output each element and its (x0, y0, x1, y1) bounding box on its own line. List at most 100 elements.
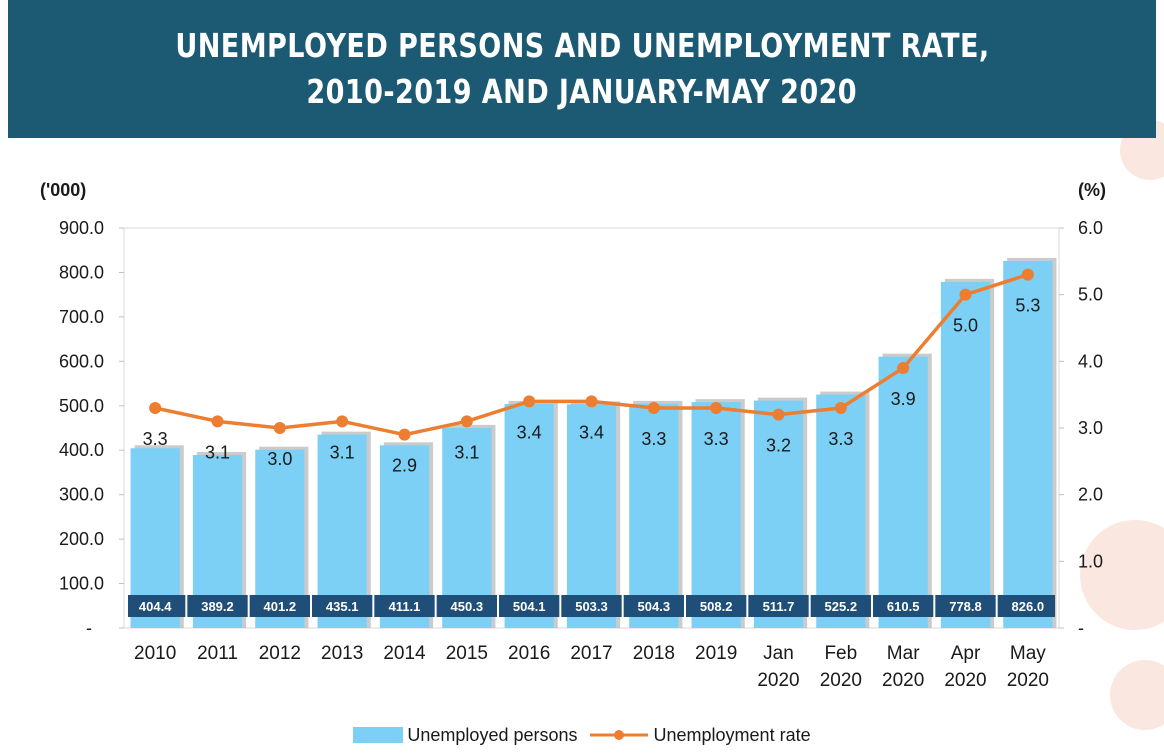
rate-data-label: 3.3 (828, 429, 853, 449)
combo-chart: - 100.0 200.0 300.0 400.0 500.0 600.0 700.0 800.… (40, 180, 1106, 691)
chart-title-line-2: 2010-2019 AND JANUARY-MAY 2020 (306, 72, 858, 111)
rate-data-label: 3.4 (517, 422, 542, 442)
bar (940, 281, 991, 628)
rate-point (710, 402, 723, 414)
y-right-tick-label: 4.0 (1078, 351, 1103, 371)
y-left-unit: ('000) (40, 180, 86, 200)
rate-point (460, 415, 473, 428)
rate-point (336, 415, 349, 428)
x-tick-label: 2011 (197, 643, 238, 664)
chart-legend: Unemployed persons Unemployment rate (0, 722, 1164, 748)
bar-data-label: 778.8 (949, 599, 982, 614)
bar-data-label: 610.5 (887, 599, 920, 614)
rate-point (585, 395, 598, 408)
x-tick-label: Feb (824, 643, 857, 664)
rate-point (211, 415, 224, 428)
bar-data-label: 450.3 (451, 599, 484, 614)
x-tick-label: May (1010, 643, 1046, 664)
x-tick-label: 2010 (134, 643, 176, 664)
rate-data-label: 3.1 (205, 442, 230, 462)
y-left-tick-label: 800.0 (59, 262, 104, 282)
y-right-tick-label: 2.0 (1078, 485, 1103, 505)
rate-data-label: 3.0 (267, 449, 292, 469)
bar-data-label: 404.4 (139, 599, 172, 614)
x-tick-label: 2016 (508, 643, 550, 664)
chart-title-line-1: UNEMPLOYED PERSONS AND UNEMPLOYMENT RATE… (174, 26, 990, 65)
rate-data-label: 3.2 (766, 436, 791, 456)
bar-data-label: 504.3 (638, 599, 671, 614)
y-right-tick-label: 1.0 (1078, 551, 1103, 571)
y-right-tick-label: 6.0 (1078, 218, 1103, 238)
y-left-tick-label: 600.0 (59, 351, 104, 371)
bar (691, 402, 741, 628)
bar-data-label: 826.0 (1012, 599, 1045, 614)
bar (566, 404, 617, 628)
value-strip (128, 595, 1055, 617)
bar (878, 356, 928, 628)
rate-point (398, 428, 411, 441)
y-right-tick-label: - (1078, 618, 1084, 638)
legend-item-bars: Unemployed persons (353, 724, 578, 746)
bar-data-label: 435.1 (326, 599, 359, 614)
legend-bar-label: Unemployed persons (407, 724, 578, 745)
rate-data-label: 3.3 (641, 429, 666, 449)
y-left-tick-label: 300.0 (59, 485, 104, 505)
rate-point (959, 288, 972, 301)
rate-data-label: 2.9 (392, 456, 417, 476)
rate-point (772, 408, 785, 421)
bar-data-label: 411.1 (389, 599, 421, 614)
bar-data-label: 508.2 (700, 599, 733, 614)
x-tick-label: 2020 (757, 670, 799, 691)
x-tick-label: 2012 (259, 643, 301, 664)
bar (629, 403, 679, 628)
title-banner: UNEMPLOYED PERSONS AND UNEMPLOYMENT RATE… (8, 0, 1156, 138)
bar-data-label: 503.3 (575, 599, 608, 614)
bar (753, 400, 804, 628)
x-tick-label: 2019 (695, 643, 737, 664)
rate-data-label: 3.9 (891, 389, 916, 409)
x-tick-label: 2020 (820, 670, 862, 691)
bar-data-label: 525.2 (825, 599, 858, 614)
bar (504, 403, 554, 628)
x-tick-label: 2014 (383, 643, 426, 664)
rate-data-label: 3.1 (330, 442, 355, 462)
x-tick-label: 2020 (944, 670, 986, 691)
y-right-tick-label: 3.0 (1078, 418, 1103, 438)
legend-line-swatch (589, 730, 648, 740)
y-left-tick-label: 100.0 (59, 574, 104, 594)
y-left-tick-label: 900.0 (59, 218, 104, 238)
rate-data-label: 5.0 (953, 316, 978, 336)
rate-point (149, 402, 162, 414)
rate-data-label: 3.4 (579, 422, 604, 442)
x-tick-label: 2020 (882, 670, 924, 691)
x-tick-label: 2015 (446, 643, 488, 664)
x-tick-label: 2013 (321, 643, 363, 664)
y-left-tick-label: - (86, 618, 92, 638)
x-tick-label: 2018 (633, 643, 675, 664)
rate-point (1021, 268, 1034, 281)
x-tick-label: Jan (763, 643, 794, 664)
y-right-unit: (%) (1078, 180, 1106, 200)
bar-data-label: 389.2 (201, 599, 234, 614)
rate-data-label: 5.3 (1015, 296, 1040, 316)
bar (1003, 260, 1053, 628)
rate-data-label: 3.3 (704, 429, 729, 449)
rate-data-label: 3.3 (143, 429, 168, 449)
x-tick-label: 2017 (570, 643, 612, 664)
bar-data-label: 401.2 (264, 599, 297, 614)
bar-data-label: 511.7 (763, 599, 795, 614)
x-tick-label: 2020 (1007, 670, 1049, 691)
rate-point (834, 402, 847, 414)
x-tick-label: Mar (887, 643, 920, 664)
rate-point (647, 402, 660, 414)
bar (816, 394, 866, 628)
bar (442, 427, 492, 628)
background-decoration (1080, 520, 1164, 630)
rate-point (273, 422, 286, 434)
x-tick-label: Apr (951, 643, 981, 664)
bar-data-label: 504.1 (513, 599, 546, 614)
legend-item-line: Unemployment rate (588, 725, 811, 746)
rate-point (897, 362, 910, 374)
legend-line-label: Unemployment rate (653, 724, 811, 745)
background-decoration (1110, 660, 1164, 730)
